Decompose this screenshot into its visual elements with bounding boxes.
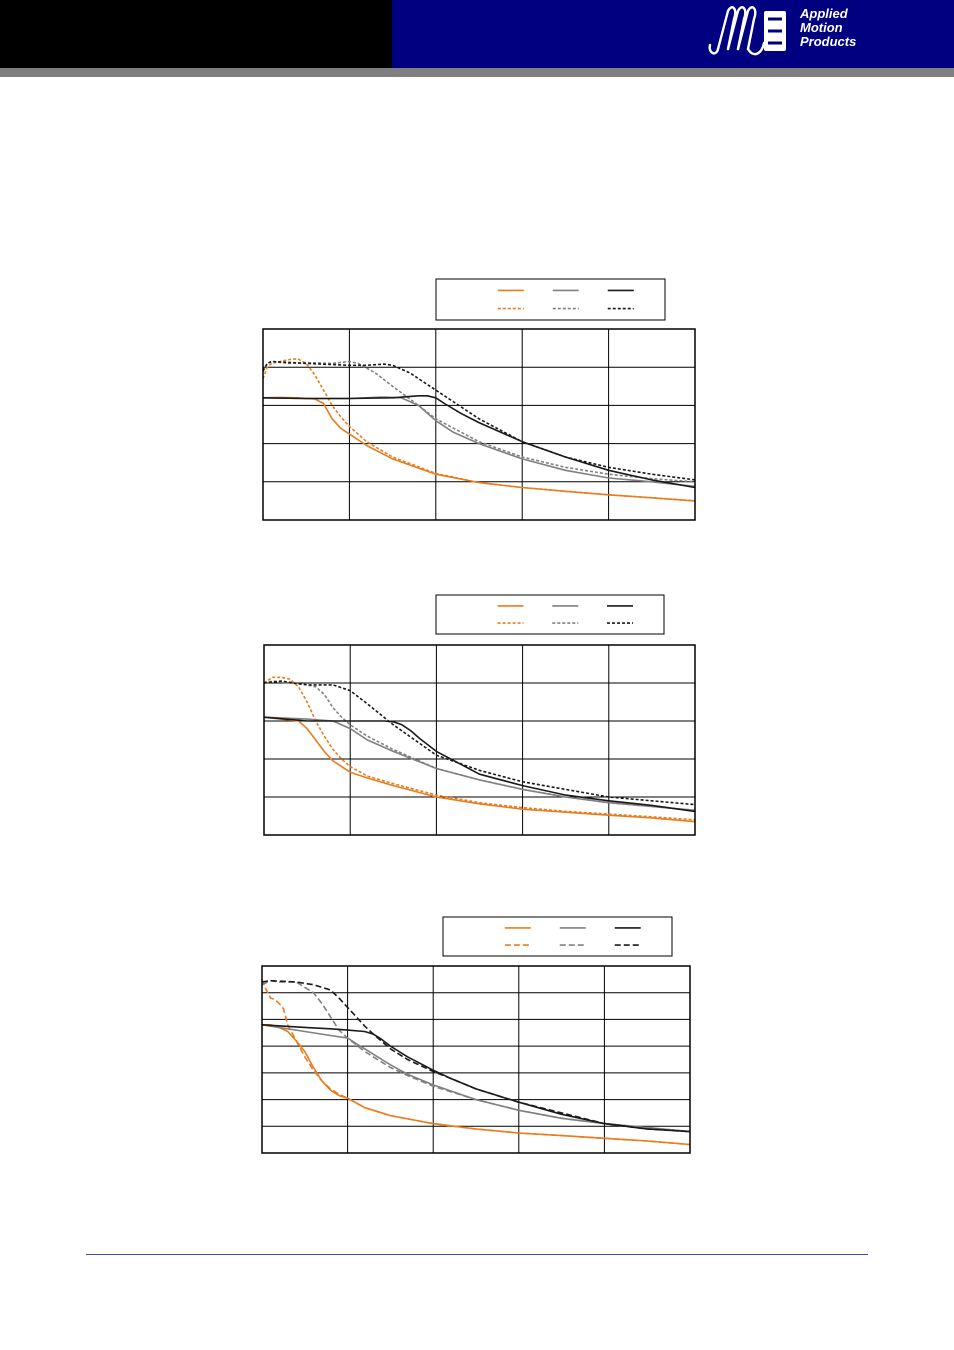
series-line-4 (263, 680, 696, 812)
series-line-2 (262, 358, 696, 502)
series-line-6 (261, 979, 691, 1133)
plot-frame (262, 328, 696, 521)
header-left-band (0, 0, 392, 68)
brand-name: Applied Motion Products (800, 6, 857, 49)
header-right-band (392, 0, 954, 68)
chart-svg (262, 278, 696, 521)
series-line-5 (261, 1024, 691, 1133)
series-line-1 (263, 716, 696, 823)
chart-svg (263, 594, 696, 836)
series-line-4 (262, 360, 696, 483)
series-line-2 (263, 676, 696, 821)
legend-box (442, 916, 673, 957)
series-line-1 (262, 396, 696, 502)
torque-chart-1 (255, 270, 715, 530)
torque-chart-2 (255, 585, 715, 845)
series-line-4 (261, 979, 691, 1133)
plot-frame (263, 644, 696, 836)
brand-mark-icon (708, 6, 786, 56)
series-line-5 (262, 395, 696, 489)
plot-frame (261, 965, 691, 1154)
chart-svg (261, 916, 691, 1154)
legend-box (435, 278, 666, 321)
footer-rule (86, 1254, 868, 1255)
series-line-3 (261, 1024, 691, 1133)
series-line-5 (263, 716, 696, 813)
torque-chart-3 (255, 907, 715, 1163)
series-line-2 (261, 979, 691, 1146)
series-line-3 (263, 716, 696, 812)
series-line-6 (262, 360, 696, 481)
legend-box (435, 594, 665, 635)
series-line-6 (263, 680, 696, 806)
brand-logo: Applied Motion Products (704, 5, 874, 63)
header-rule (0, 68, 954, 77)
